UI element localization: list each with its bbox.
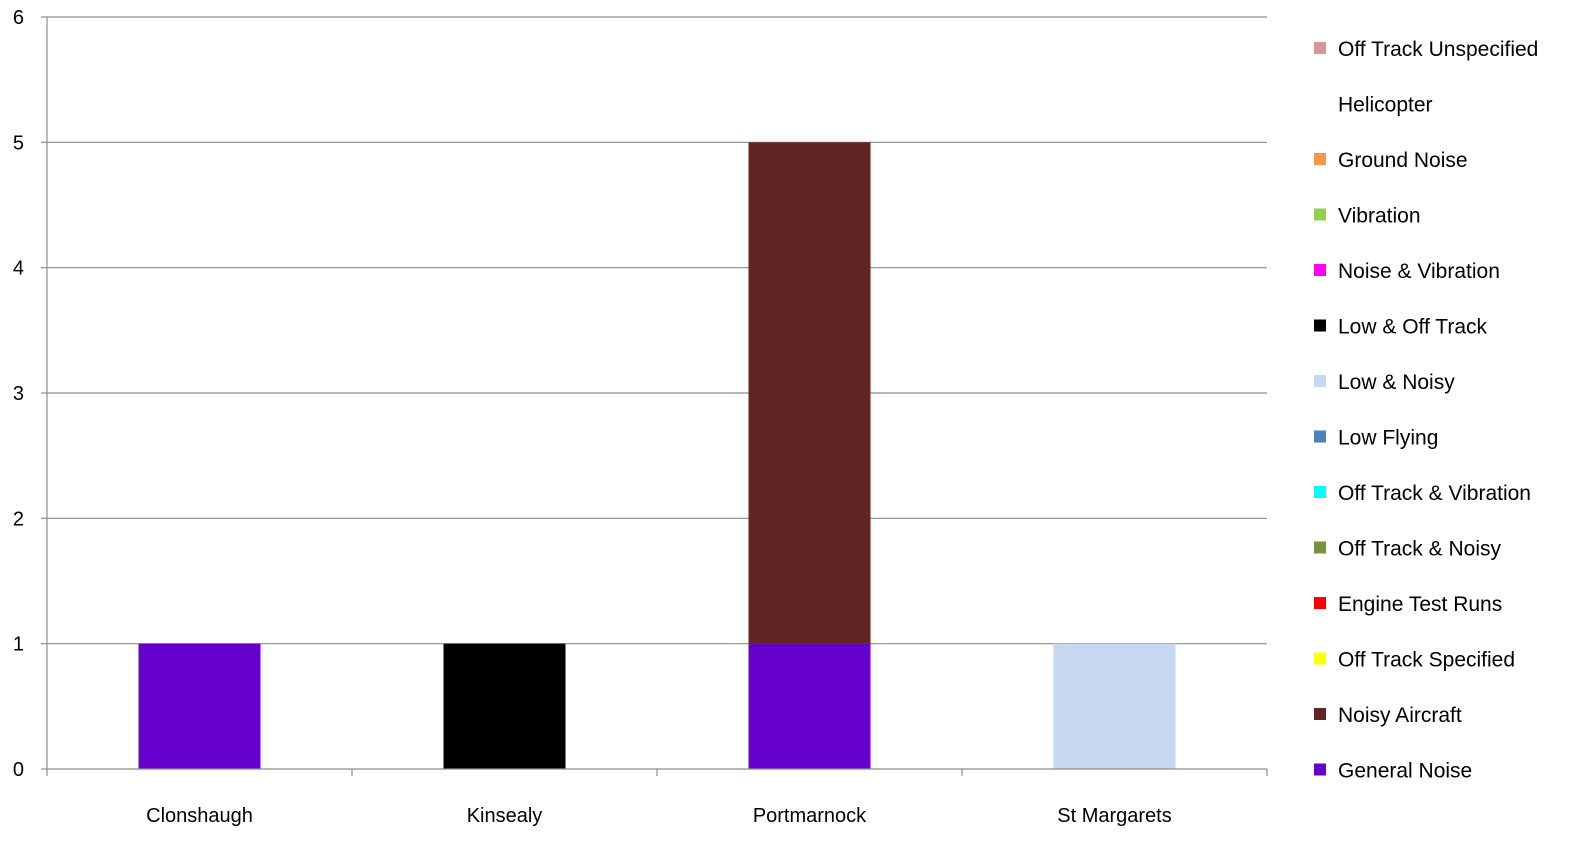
legend-label: Ground Noise xyxy=(1338,149,1468,172)
x-tick-labels: Clonshaugh Kinsealy Portmarnock St Margaret… xyxy=(146,805,1172,827)
legend-swatch xyxy=(1314,97,1326,110)
bar-segment xyxy=(443,643,566,769)
legend-label: Low & Noisy xyxy=(1338,371,1455,394)
legend-swatch xyxy=(1314,597,1326,609)
gridlines xyxy=(47,16,1267,645)
y-tick-label: 4 xyxy=(13,258,24,280)
legend-label: Off Track & Vibration xyxy=(1338,482,1531,505)
legend-label: Noise & Vibration xyxy=(1338,260,1500,283)
y-tick-label: 5 xyxy=(13,132,24,154)
bars xyxy=(138,142,1176,769)
legend-swatch xyxy=(1314,208,1326,221)
axes xyxy=(41,16,1268,776)
legend-label: Low & Off Track xyxy=(1338,316,1487,339)
legend-swatch xyxy=(1314,652,1326,665)
y-tick-labels: 0 1 2 3 4 5 6 xyxy=(13,7,24,781)
legend: Off Track Unspecified Helicopter Ground No… xyxy=(1314,38,1538,783)
legend-label: Low Flying xyxy=(1338,427,1438,450)
y-tick-label: 6 xyxy=(13,7,24,29)
legend-swatch xyxy=(1314,375,1326,387)
bar-segment xyxy=(748,643,871,769)
x-tick-label: St Margarets xyxy=(1057,805,1171,827)
legend-label: Off Track Specified xyxy=(1338,649,1515,672)
y-tick-label: 2 xyxy=(13,508,24,530)
legend-swatch xyxy=(1314,486,1326,498)
legend-label: Off Track & Noisy xyxy=(1338,538,1501,561)
legend-label: Vibration xyxy=(1338,205,1421,228)
legend-swatch xyxy=(1314,430,1326,443)
legend-label: Off Track Unspecified xyxy=(1338,38,1538,61)
legend-label: Noisy Aircraft xyxy=(1338,704,1462,727)
legend-swatch xyxy=(1314,763,1326,776)
y-tick-label: 3 xyxy=(13,383,24,405)
y-tick-label: 0 xyxy=(13,759,24,781)
legend-swatch xyxy=(1314,708,1326,720)
legend-label: Engine Test Runs xyxy=(1338,593,1502,616)
legend-label: Helicopter xyxy=(1338,94,1433,117)
legend-swatch xyxy=(1314,319,1326,332)
y-tick-label: 1 xyxy=(13,634,24,656)
x-tick-label: Clonshaugh xyxy=(146,805,253,827)
legend-swatch xyxy=(1314,42,1326,54)
bar-segment xyxy=(138,643,261,769)
legend-swatch xyxy=(1314,541,1326,554)
x-tick-label: Portmarnock xyxy=(753,805,867,827)
legend-swatch xyxy=(1314,264,1326,276)
x-tick-label: Kinsealy xyxy=(467,805,543,827)
legend-swatch xyxy=(1314,153,1326,165)
legend-label: General Noise xyxy=(1338,760,1472,783)
bar-segment xyxy=(748,142,871,644)
bar-segment xyxy=(1053,643,1176,769)
